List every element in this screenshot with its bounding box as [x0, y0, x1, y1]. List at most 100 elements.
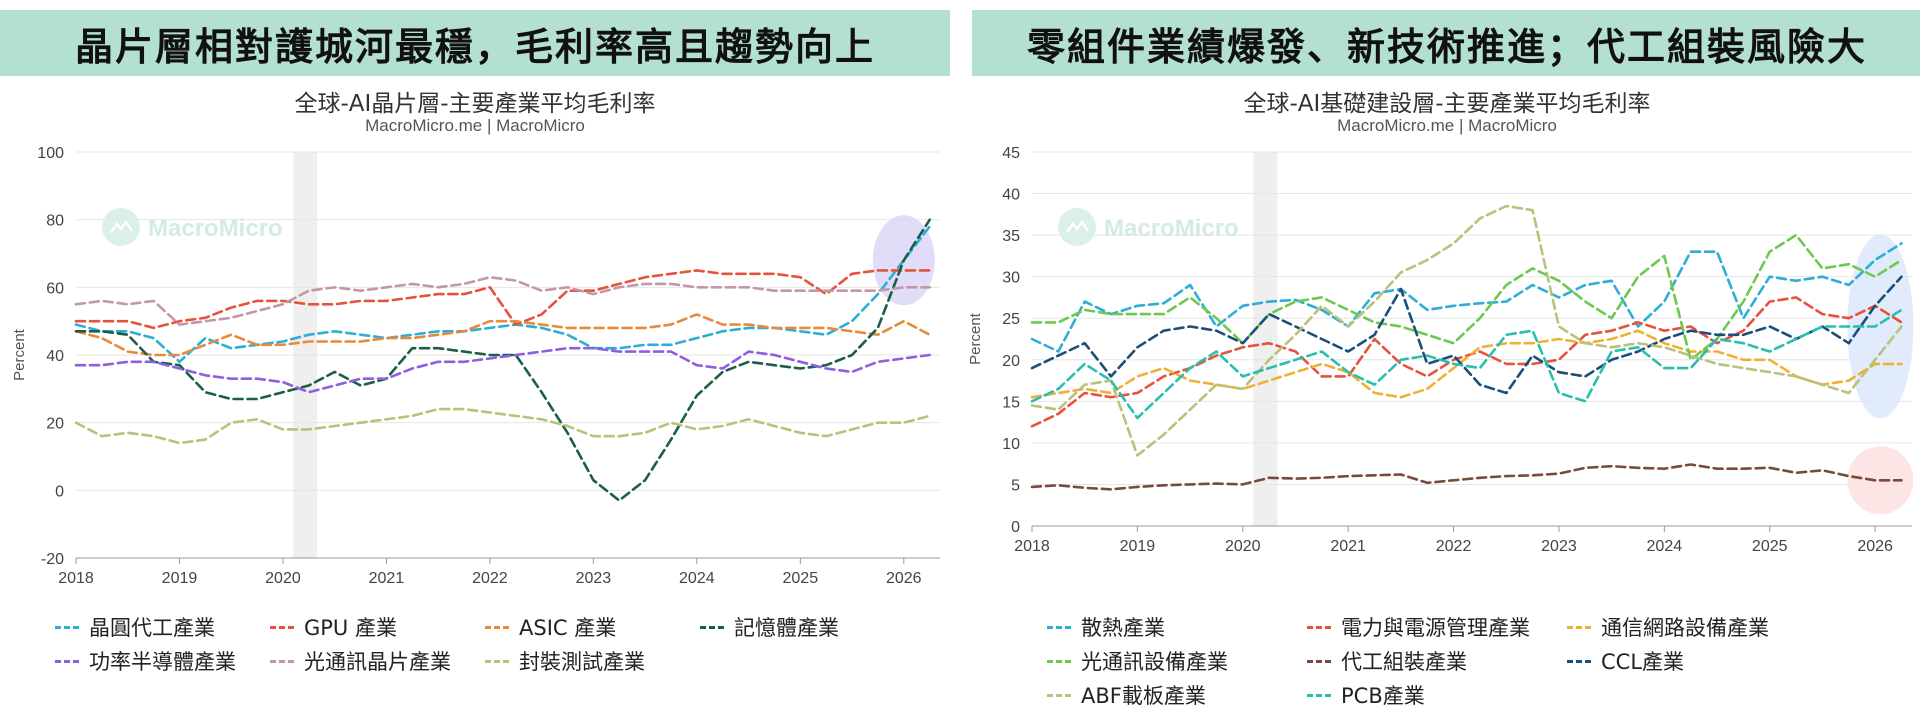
- legend-swatch: [1047, 659, 1071, 663]
- x-tick-label: 2018: [1014, 538, 1050, 555]
- legend-swatch: [55, 659, 79, 663]
- x-tick-label: 2018: [58, 570, 94, 587]
- legend-label: 光通訊設備產業: [1081, 650, 1228, 674]
- headline-text: 晶片層相對護城河最穩，毛利率高且趨勢向上: [74, 24, 875, 69]
- y-tick-label: 35: [1002, 228, 1020, 245]
- legend-item[interactable]: 光通訊設備產業: [1047, 648, 1307, 674]
- legend-item[interactable]: 散熱產業: [1047, 614, 1307, 640]
- chart-legend: 散熱產業 電力與電源管理產業 通信網路設備產業光通訊設備產業 代工組裝產業 CCL產業 A…: [1047, 614, 1920, 708]
- legend-item[interactable]: 封裝測試產業: [485, 648, 700, 674]
- y-axis-title: Percent: [967, 312, 984, 365]
- y-tick-label: 60: [46, 280, 64, 297]
- series-line: [74, 275, 932, 326]
- legend-swatch: [1567, 625, 1591, 629]
- watermark-mountain-icon: [1066, 219, 1090, 233]
- y-tick-label: 45: [1002, 145, 1020, 162]
- y-tick-label: 40: [46, 348, 64, 365]
- x-tick-label: 2022: [472, 570, 508, 587]
- legend-label: 電力與電源管理產業: [1341, 616, 1530, 640]
- legend-swatch: [1567, 659, 1591, 663]
- series-line: [1030, 463, 1903, 491]
- series-line: [74, 313, 932, 357]
- chart-panel-left: 晶片層相對護城河最穩，毛利率高且趨勢向上 全球-AI晶片層-主要產業平均毛利率 …: [0, 0, 950, 695]
- y-tick-label: 20: [46, 416, 64, 433]
- x-tick-label: 2023: [1541, 538, 1577, 555]
- legend-swatch: [270, 625, 294, 629]
- headline-banner: 晶片層相對護城河最穩，毛利率高且趨勢向上: [0, 10, 950, 76]
- legend-label: 通信網路設備產業: [1601, 616, 1769, 640]
- y-tick-label: 40: [1002, 187, 1020, 204]
- legend-swatch: [700, 625, 724, 629]
- chart-subtitle: MacroMicro.me | MacroMicro: [365, 116, 585, 135]
- x-tick-label: 2026: [1857, 538, 1893, 555]
- legend-item[interactable]: PCB產業: [1307, 682, 1567, 708]
- legend-item[interactable]: ABF載板產業: [1047, 682, 1307, 708]
- x-tick-label: 2025: [1752, 538, 1788, 555]
- y-tick-label: 0: [55, 483, 64, 500]
- x-tick-label: 2019: [1120, 538, 1156, 555]
- series-line: [1030, 242, 1903, 353]
- legend-item[interactable]: ASIC 產業: [485, 614, 700, 640]
- legend-label: CCL產業: [1601, 650, 1685, 674]
- legend-swatch: [485, 659, 509, 663]
- chart-panel-right: 零組件業績爆發、新技術推進；代工組裝風險大 全球-AI基礎建設層-主要產業平均毛…: [967, 0, 1920, 708]
- watermark-mountain-icon: [110, 219, 134, 233]
- headline-text: 零組件業績爆發、新技術推進；代工組裝風險大: [1026, 24, 1867, 69]
- x-tick-label: 2020: [265, 570, 301, 587]
- x-tick-label: 2021: [1330, 538, 1366, 555]
- legend-swatch: [485, 625, 509, 629]
- series-line: [1030, 275, 1903, 395]
- legend-label: GPU 產業: [304, 616, 397, 640]
- y-tick-label: 20: [1002, 353, 1020, 370]
- legend-swatch: [1307, 693, 1331, 697]
- legend-swatch: [1047, 693, 1071, 697]
- watermark-text: MacroMicro: [1104, 215, 1239, 242]
- series-line: [1030, 329, 1903, 399]
- series-line: [74, 269, 932, 330]
- x-tick-label: 2021: [369, 570, 405, 587]
- chart-subtitle: MacroMicro.me | MacroMicro: [1337, 116, 1557, 135]
- legend-label: ABF載板產業: [1081, 684, 1206, 708]
- legend-item[interactable]: 晶圓代工產業: [55, 614, 270, 640]
- legend-item[interactable]: 光通訊晶片產業: [270, 648, 485, 674]
- legend-label: 晶圓代工產業: [89, 616, 215, 640]
- series-line: [1030, 296, 1903, 428]
- x-tick-label: 2024: [679, 570, 715, 587]
- watermark: MacroMicro: [1058, 208, 1239, 246]
- series-line: [74, 218, 932, 502]
- series-line: [1030, 308, 1903, 420]
- legend-item[interactable]: 代工組裝產業: [1307, 648, 1567, 674]
- x-tick-label: 2019: [162, 570, 198, 587]
- legend-item[interactable]: 記憶體產業: [700, 614, 915, 640]
- y-tick-label: 5: [1011, 477, 1020, 494]
- legend-label: 代工組裝產業: [1341, 650, 1467, 674]
- legend-label: ASIC 產業: [519, 616, 617, 640]
- legend-swatch: [1047, 625, 1071, 629]
- chart-title: 全球-AI晶片層-主要產業平均毛利率: [294, 91, 656, 117]
- legend-item[interactable]: GPU 產業: [270, 614, 485, 640]
- legend-item[interactable]: 通信網路設備產業: [1567, 614, 1827, 640]
- legend-label: PCB產業: [1341, 684, 1425, 708]
- legend-item[interactable]: CCL產業: [1567, 648, 1827, 674]
- y-tick-label: 25: [1002, 311, 1020, 328]
- y-tick-label: 80: [46, 213, 64, 230]
- legend-label: 封裝測試產業: [519, 650, 645, 674]
- y-tick-label: 100: [37, 145, 64, 162]
- y-tick-label: 15: [1002, 394, 1020, 411]
- legend-swatch: [1307, 625, 1331, 629]
- watermark: MacroMicro: [102, 208, 283, 246]
- chart-legend: 晶圓代工產業 GPU 產業 ASIC 產業 記憶體產業功率半導體產業 光通訊晶片產業 封裝…: [55, 614, 935, 674]
- shaded-band: [1253, 152, 1278, 526]
- series-line: [1030, 204, 1903, 457]
- legend-swatch: [55, 625, 79, 629]
- x-tick-label: 2025: [783, 570, 819, 587]
- legend-label: 散熱產業: [1081, 616, 1165, 640]
- legend-item[interactable]: 功率半導體產業: [55, 648, 270, 674]
- legend-item[interactable]: 電力與電源管理產業: [1307, 614, 1567, 640]
- y-tick-label: -20: [41, 551, 64, 568]
- line-chart: -20 0 20 40 60 80 100 2018 2019 2020 2021 2022 2023 2…: [11, 145, 940, 587]
- x-tick-label: 2020: [1225, 538, 1261, 555]
- watermark-text: MacroMicro: [148, 215, 283, 242]
- chart-title: 全球-AI基礎建設層-主要產業平均毛利率: [1243, 91, 1651, 117]
